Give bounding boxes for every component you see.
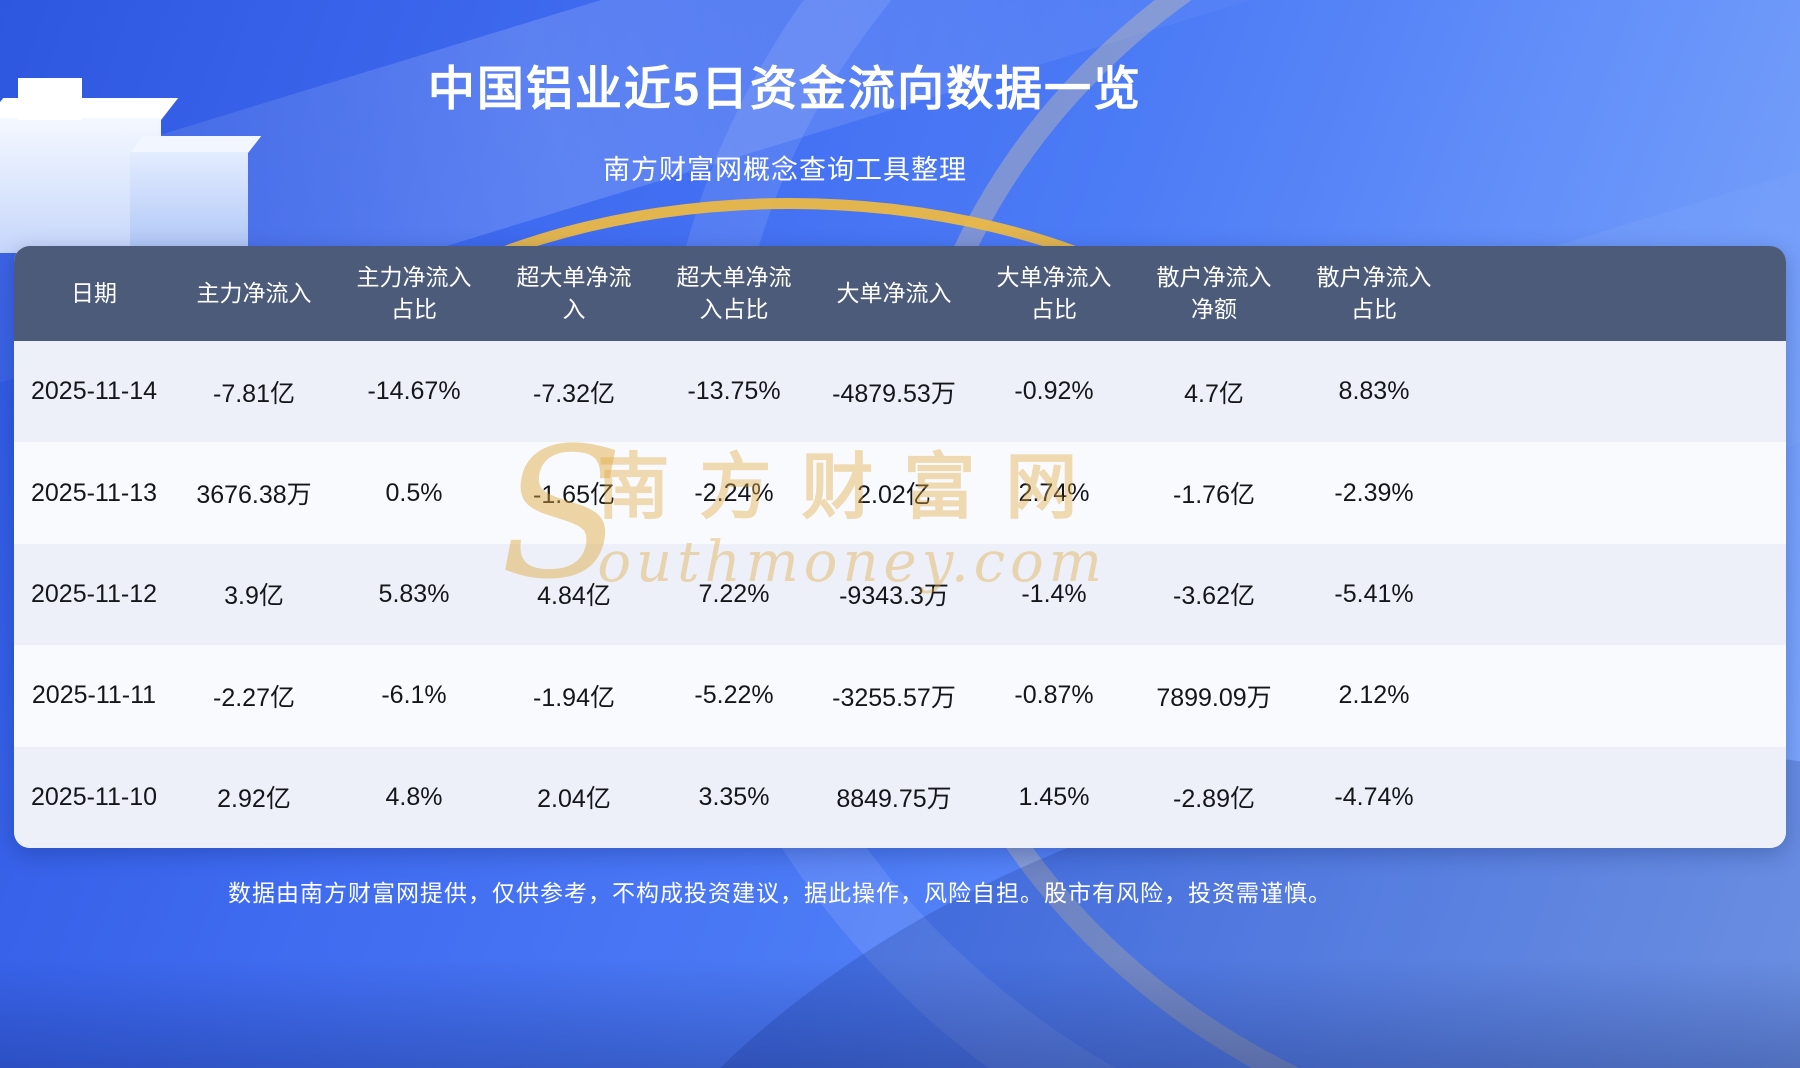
table-cell: 2.92亿: [217, 785, 291, 814]
table-cell: -0.87%: [1014, 681, 1094, 710]
table-cell: 2.74%: [1018, 478, 1090, 507]
disclaimer-text: 数据由南方财富网提供，仅供参考，不构成投资建议，据此操作，风险自担。股市有风险，…: [228, 880, 1332, 906]
table-cell: -1.94亿: [533, 683, 615, 712]
table-cell: -4879.53万: [832, 379, 956, 408]
table-cell: -6.1%: [381, 681, 447, 710]
table-cell: -3.62亿: [1173, 582, 1255, 611]
table-cell: 8849.75万: [836, 785, 952, 814]
table-cell: 2025-11-10: [30, 782, 158, 811]
table-cell: -1.4%: [1021, 579, 1087, 608]
fund-flow-table: 日期 主力净流入 主力净流入占比 超大单净流入 超大单净流入占比 大单净流入 大单净流入占比…: [14, 246, 1786, 848]
table-cell: 8.83%: [1338, 377, 1410, 406]
column-header: 主力净流入占比: [356, 264, 472, 322]
table-cell: -5.41%: [1334, 579, 1414, 608]
table-cell: 2025-11-12: [30, 579, 158, 608]
page-subtitle: 南方财富网概念查询工具整理: [603, 155, 967, 185]
table-cell: -13.75%: [687, 377, 781, 406]
table-cell: -2.27亿: [213, 683, 295, 712]
table-cell: -9343.3万: [839, 582, 949, 611]
column-header: 散户净流入占比: [1316, 264, 1432, 322]
table-cell: 3676.38万: [196, 481, 312, 510]
table-cell: -1.76亿: [1173, 481, 1255, 510]
table-cell: 4.7亿: [1184, 379, 1244, 408]
table-cell: -7.32亿: [533, 379, 615, 408]
table-cell: 7899.09万: [1156, 683, 1272, 712]
table-cell: -5.22%: [694, 681, 774, 710]
table-cell: 3.35%: [698, 782, 770, 811]
table-row: 2025-11-11 -2.27亿 -6.1% -1.94亿 -5.22% -3255.5…: [14, 645, 1786, 747]
table-cell: 3.9亿: [224, 582, 284, 611]
table-cell: -3255.57万: [832, 683, 956, 712]
table-cell: -2.89亿: [1173, 785, 1255, 814]
table-header-row: 日期 主力净流入 主力净流入占比 超大单净流入 超大单净流入占比 大单净流入 大单净流入占比…: [14, 246, 1786, 341]
table-cell: 2.02亿: [857, 481, 931, 510]
column-header: 超大单净流入占比: [676, 264, 792, 322]
table-cell: -2.24%: [694, 478, 774, 507]
table-cell: 7.22%: [698, 579, 770, 608]
table-cell: 0.5%: [385, 478, 443, 507]
table-cell: 2025-11-11: [31, 681, 157, 710]
table-row: 2025-11-10 2.92亿 4.8% 2.04亿 3.35% 8849.75万 1.4…: [14, 746, 1786, 848]
table-cell: -14.67%: [367, 377, 461, 406]
table-cell: -7.81亿: [213, 379, 295, 408]
gold-arc-decoration: [255, 198, 1325, 248]
table-cell: 2.12%: [1338, 681, 1410, 710]
column-header: 日期: [71, 279, 117, 306]
table-cell: -1.65亿: [533, 481, 615, 510]
table-cell: 4.8%: [385, 782, 443, 811]
table-cell: 2.04亿: [537, 785, 611, 814]
column-header: 超大单净流入: [516, 264, 632, 322]
table-body: 2025-11-14 -7.81亿 -14.67% -7.32亿 -13.75% -487…: [14, 341, 1786, 848]
bottom-shade-decoration: [0, 958, 1800, 1068]
table-cell: 2025-11-14: [30, 377, 158, 406]
column-header: 大单净流入: [836, 279, 952, 306]
table-row: 2025-11-12 3.9亿 5.83% 4.84亿 7.22% -9343.3万 -1.…: [14, 543, 1786, 646]
table-row: 2025-11-14 -7.81亿 -14.67% -7.32亿 -13.75% -487…: [14, 341, 1786, 443]
table-cell: -4.74%: [1334, 782, 1414, 811]
column-header: 大单净流入占比: [996, 264, 1112, 322]
table-cell: 5.83%: [378, 579, 450, 608]
table-cell: -0.92%: [1014, 377, 1094, 406]
table-cell: -2.39%: [1334, 478, 1414, 507]
table-cell: 1.45%: [1018, 782, 1090, 811]
column-header: 散户净流入净额: [1156, 264, 1272, 322]
page-title: 中国铝业近5日资金流向数据一览: [427, 62, 1143, 115]
table-cell: 4.84亿: [537, 582, 611, 611]
table-cell: 2025-11-13: [30, 478, 158, 507]
table-row: 2025-11-13 3676.38万 0.5% -1.65亿 -2.24% 2.02亿 2…: [14, 442, 1786, 544]
column-header: 主力净流入: [196, 279, 312, 306]
